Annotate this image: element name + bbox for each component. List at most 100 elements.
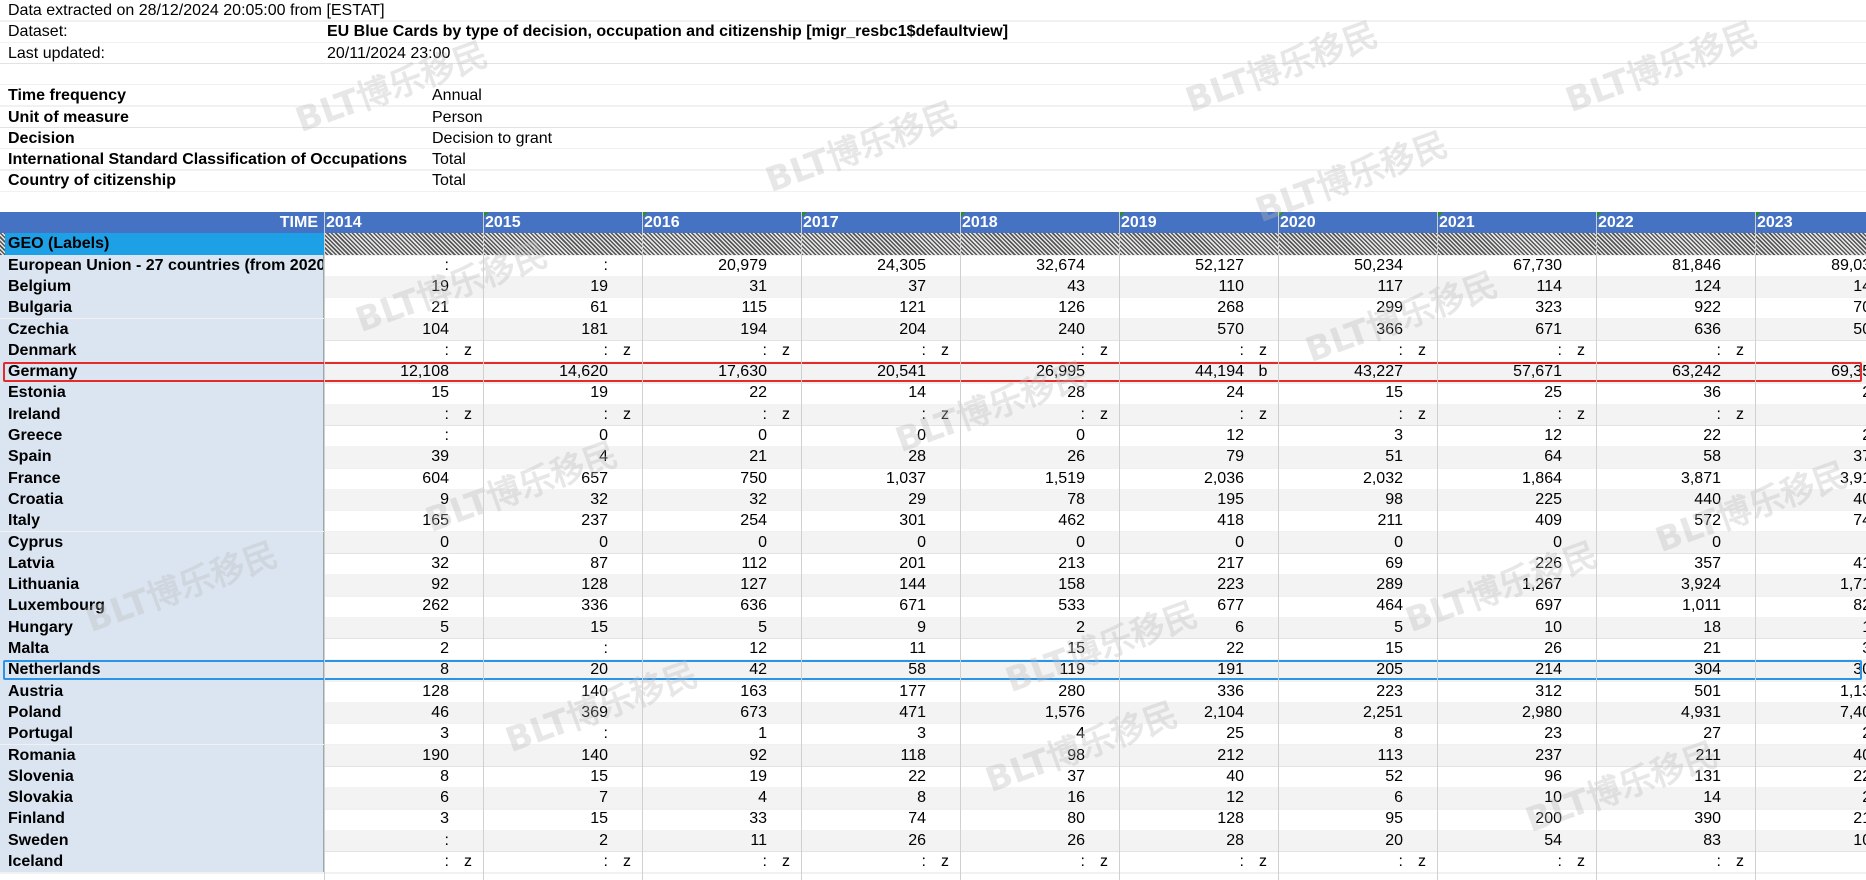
value-cell[interactable]: 2,036 xyxy=(1203,469,1244,487)
value-cell[interactable]: 26 xyxy=(1755,723,1866,744)
value-cell[interactable]: 280 xyxy=(1058,682,1085,700)
meta-dataset-value[interactable]: EU Blue Cards by type of decision, occup… xyxy=(327,23,1009,41)
flag-cell[interactable] xyxy=(1566,681,1596,702)
year-header[interactable]: 2022 xyxy=(1598,214,1634,231)
value-cell[interactable]: 419 xyxy=(1853,554,1866,572)
flag-cell[interactable] xyxy=(1089,276,1119,297)
flag-cell[interactable] xyxy=(1725,595,1755,616)
value-cell[interactable]: 657 xyxy=(581,469,608,487)
flag-cell[interactable] xyxy=(771,574,801,595)
flag-cell[interactable] xyxy=(453,255,483,276)
country-name[interactable]: Netherlands xyxy=(0,659,324,681)
value-cell[interactable]: 201 xyxy=(899,554,926,572)
value-cell[interactable]: 6 xyxy=(1394,789,1403,807)
flag-cell[interactable] xyxy=(1248,553,1278,574)
flag-cell[interactable] xyxy=(1566,361,1596,382)
value-cell[interactable]: 36 xyxy=(1703,384,1721,402)
flag-cell[interactable] xyxy=(1089,255,1119,276)
country-name[interactable]: Iceland xyxy=(0,851,324,873)
flag-cell[interactable]: z xyxy=(1259,405,1267,423)
value-cell[interactable]: : xyxy=(603,853,608,870)
value-cell[interactable]: 14,620 xyxy=(559,363,608,381)
value-cell[interactable]: 2,980 xyxy=(1521,703,1562,721)
value-cell[interactable]: 636 xyxy=(740,597,767,615)
value-cell[interactable]: 19 xyxy=(431,277,449,295)
flag-cell[interactable] xyxy=(771,745,801,766)
value-cell[interactable]: 28 xyxy=(908,448,926,466)
value-cell[interactable]: 20 xyxy=(1385,831,1403,849)
value-cell[interactable]: 223 xyxy=(1217,576,1244,594)
filter-row[interactable]: International Standard Classification of… xyxy=(0,149,1866,170)
value-cell[interactable]: 673 xyxy=(740,703,767,721)
value-cell[interactable]: 58 xyxy=(908,661,926,679)
flag-cell[interactable] xyxy=(1566,468,1596,489)
flag-cell[interactable] xyxy=(1407,830,1437,851)
value-cell[interactable]: 28 xyxy=(1226,831,1244,849)
flag-cell[interactable] xyxy=(1089,617,1119,638)
year-header[interactable]: 2017 xyxy=(803,214,839,231)
flag-cell[interactable] xyxy=(453,702,483,723)
flag-cell[interactable] xyxy=(1407,702,1437,723)
flag-cell[interactable] xyxy=(1566,808,1596,829)
value-cell[interactable]: 226 xyxy=(1535,554,1562,572)
country-name[interactable]: Estonia xyxy=(0,382,324,404)
value-cell[interactable]: 4,931 xyxy=(1680,703,1721,721)
flag-cell[interactable] xyxy=(1725,553,1755,574)
flag-cell[interactable]: z xyxy=(1736,853,1744,870)
value-cell[interactable]: 3 xyxy=(1394,427,1403,444)
flag-cell[interactable] xyxy=(1566,766,1596,787)
value-cell[interactable]: 705 xyxy=(1853,299,1866,317)
value-cell[interactable]: 323 xyxy=(1535,299,1562,317)
value-cell[interactable]: 0 xyxy=(440,533,449,551)
flag-cell[interactable] xyxy=(612,659,642,680)
value-cell[interactable]: : xyxy=(762,341,767,359)
flag-cell[interactable] xyxy=(930,638,960,659)
filter-row[interactable]: Country of citizenship Total xyxy=(0,170,1866,191)
value-cell[interactable]: 15 xyxy=(590,618,608,636)
value-cell[interactable]: 81,846 xyxy=(1672,256,1721,274)
flag-cell[interactable] xyxy=(1407,595,1437,616)
value-cell[interactable]: 21 xyxy=(431,299,449,317)
value-cell[interactable]: 0 xyxy=(917,533,926,551)
country-name[interactable]: France xyxy=(0,467,324,489)
year-header[interactable]: 2014 xyxy=(326,214,362,231)
flag-cell[interactable] xyxy=(612,319,642,340)
value-cell[interactable]: 216 xyxy=(1853,810,1866,828)
value-cell[interactable]: 22 xyxy=(1703,427,1721,444)
value-cell[interactable]: : xyxy=(444,853,449,870)
value-cell[interactable]: : xyxy=(1557,341,1562,359)
value-cell[interactable]: 533 xyxy=(1058,597,1085,615)
value-cell[interactable]: 10 xyxy=(1544,789,1562,807)
value-cell[interactable]: 61 xyxy=(590,299,608,317)
value-cell[interactable]: 3,912 xyxy=(1839,469,1866,487)
value-cell[interactable]: 268 xyxy=(1217,299,1244,317)
value-cell[interactable]: 357 xyxy=(1694,554,1721,572)
value-cell[interactable]: 0 xyxy=(1553,533,1562,551)
flag-cell[interactable] xyxy=(1407,425,1437,446)
value-cell[interactable]: 26 xyxy=(1544,640,1562,657)
filter-label[interactable]: Time frequency xyxy=(8,87,126,105)
value-cell[interactable]: 57,671 xyxy=(1513,363,1562,381)
value-cell[interactable]: 25 xyxy=(1226,725,1244,743)
year-header[interactable]: 2016 xyxy=(644,214,680,231)
flag-cell[interactable] xyxy=(1566,617,1596,638)
value-cell[interactable]: 0 xyxy=(1755,532,1866,553)
flag-cell[interactable] xyxy=(1089,595,1119,616)
flag-cell[interactable] xyxy=(1725,702,1755,723)
flag-cell[interactable] xyxy=(612,574,642,595)
flag-cell[interactable] xyxy=(930,319,960,340)
value-cell[interactable]: 79 xyxy=(1226,448,1244,466)
flag-cell[interactable] xyxy=(1407,766,1437,787)
value-cell[interactable]: 3 xyxy=(440,725,449,743)
value-cell[interactable]: 6 xyxy=(440,789,449,807)
value-cell[interactable]: 98 xyxy=(1385,490,1403,508)
value-cell[interactable]: 1,576 xyxy=(1044,703,1085,721)
value-cell[interactable]: 110 xyxy=(1218,277,1244,295)
value-cell[interactable]: 3,924 xyxy=(1680,576,1721,594)
value-cell[interactable]: : xyxy=(1080,405,1085,423)
value-cell[interactable]: : xyxy=(444,427,449,444)
country-name[interactable]: Germany xyxy=(0,361,324,383)
flag-cell[interactable] xyxy=(930,681,960,702)
value-cell[interactable]: 369 xyxy=(581,703,608,721)
flag-cell[interactable] xyxy=(453,723,483,744)
